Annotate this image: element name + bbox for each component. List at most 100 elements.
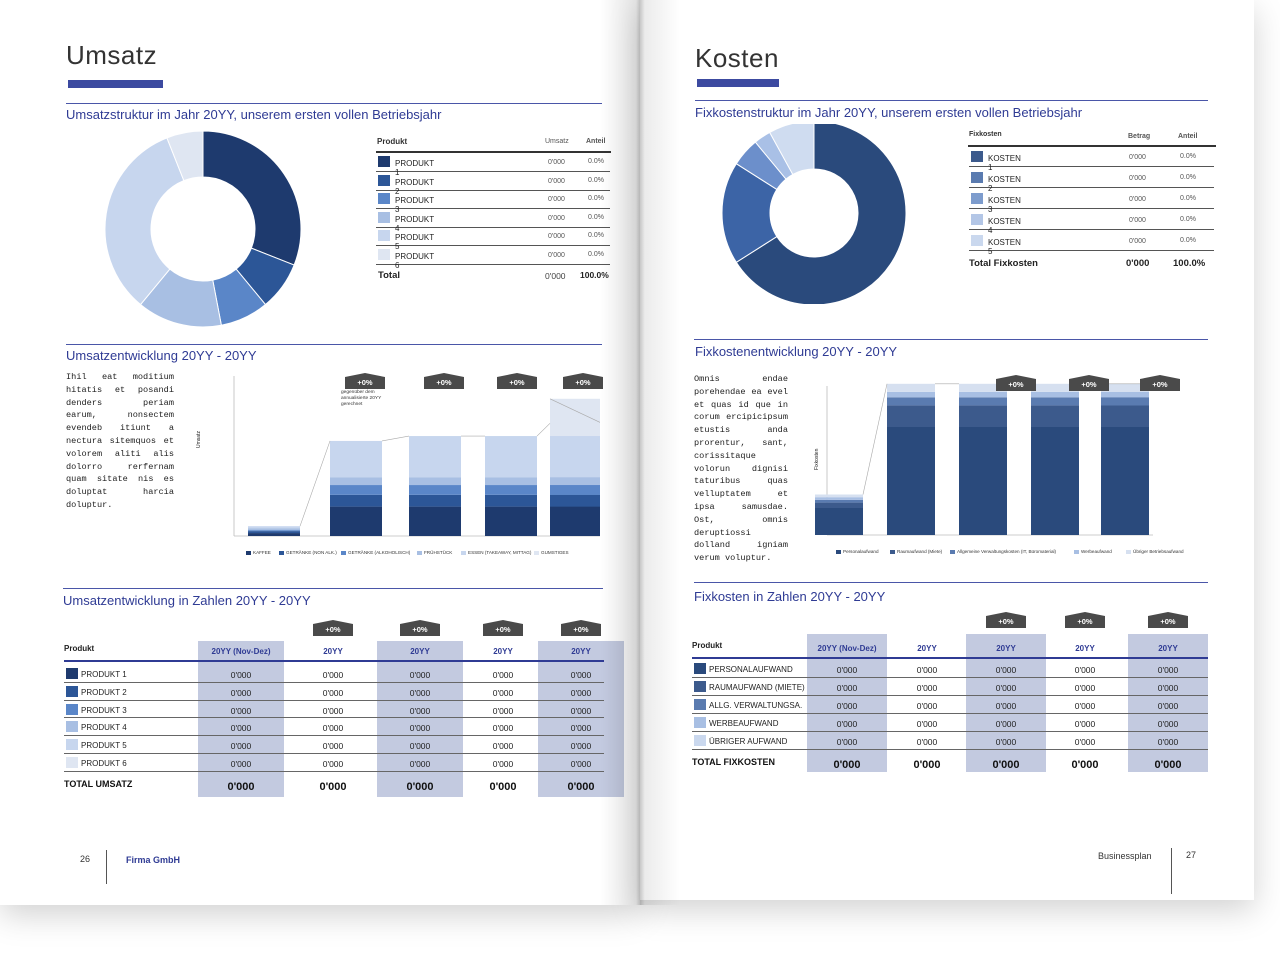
bar-segment	[409, 485, 461, 495]
donut-slice-6	[166, 130, 204, 182]
row-label: KOSTEN 3	[988, 196, 1021, 214]
row-share: 0.0%	[1180, 174, 1196, 181]
bar-segment	[550, 485, 600, 495]
row-label: PRODUKT 2	[81, 687, 127, 697]
cell-value: 0'000	[409, 759, 431, 769]
heading-bar	[697, 79, 779, 87]
cell-value: 0'000	[1074, 719, 1096, 729]
color-swatch	[971, 172, 983, 183]
page-heading: Umsatz	[66, 40, 158, 70]
total-value: 0'000	[406, 780, 434, 793]
bar-segment	[815, 502, 863, 508]
donut-slice-1	[202, 130, 302, 266]
color-swatch	[378, 156, 390, 167]
badge-label: +0%	[1152, 380, 1168, 389]
section-rule	[66, 344, 602, 345]
bar-segment	[485, 436, 537, 478]
page-number: 26	[80, 854, 91, 864]
color-swatch	[66, 668, 78, 679]
badge-shape	[1148, 612, 1188, 628]
bar-segment	[485, 485, 537, 495]
bar-segment	[248, 533, 300, 536]
cell-value: 0'000	[492, 741, 514, 752]
cell-value: 0'000	[916, 665, 938, 675]
legend-label: KAFFEE	[253, 550, 271, 555]
document-title: Businessplan	[1098, 851, 1152, 861]
donut-slice-1	[735, 124, 907, 304]
row-rule	[64, 735, 604, 737]
row-label: KOSTEN 4	[988, 217, 1021, 235]
chart-y-axis-label: Fixkosten	[814, 448, 820, 470]
cell-value: 0'000	[570, 741, 592, 752]
bar-segment	[1101, 397, 1149, 406]
column-header: 20YY (Nov-Dez)	[817, 644, 877, 653]
column-header: 20YY	[571, 647, 591, 656]
row-value: 0'000	[1129, 154, 1146, 161]
table-header-share: Anteil	[586, 138, 606, 145]
cell-value: 0'000	[836, 737, 858, 747]
column-header: 20YY (Nov-Dez)	[211, 647, 271, 656]
cell-value: 0'000	[492, 705, 514, 716]
revenue-donut-chart	[104, 130, 302, 328]
table-header-product: Produkt	[64, 644, 95, 653]
table-header-product: Produkt	[692, 641, 723, 650]
bar-segment	[550, 477, 600, 486]
bar-segment	[959, 383, 1007, 392]
cell-value: 0'000	[1074, 665, 1096, 675]
bar-segment	[485, 477, 537, 486]
column-growth-badge: +0%	[313, 620, 353, 636]
color-swatch	[378, 174, 390, 186]
legend-label: Raumaufwand (Miete)	[897, 549, 943, 554]
growth-badge: +0%	[497, 373, 537, 389]
row-value: 0'000	[1129, 217, 1146, 224]
row-value: 0'000	[548, 214, 565, 222]
row-rule	[692, 677, 1208, 678]
connector-line	[299, 440, 331, 527]
cell-value: 0'000	[1074, 701, 1096, 711]
table-header-rule	[64, 660, 604, 662]
badge-label: +0%	[575, 378, 591, 387]
growth-badge: +0%	[563, 373, 603, 389]
legend-label: Personalaufwand	[843, 549, 879, 554]
table-row	[969, 211, 1214, 230]
body-paragraph: Ihil eat moditium hitatis et posandi den…	[66, 372, 174, 510]
cell-value: 0'000	[230, 741, 252, 752]
bar-segment	[409, 494, 461, 507]
legend-label: GETRÄNKE (ALKOHOLISCH)	[348, 550, 411, 555]
table-row	[376, 190, 610, 209]
column-growth-badge: +0%	[986, 612, 1026, 628]
cell-value: 0'000	[570, 759, 592, 769]
badge-label: +0%	[998, 617, 1014, 626]
table-row	[376, 209, 610, 228]
badge-label: +0%	[509, 378, 525, 387]
cell-value: 0'000	[230, 687, 252, 698]
total-value: 0'000	[1154, 759, 1182, 771]
color-swatch	[694, 663, 706, 674]
row-label: PRODUKT 1	[395, 159, 434, 177]
bar-segment	[330, 506, 382, 536]
column-header: 20YY	[917, 644, 937, 653]
bar-segment	[887, 383, 935, 392]
legend-swatch	[950, 550, 955, 554]
cell-value: 0'000	[230, 705, 252, 716]
column-header: 20YY	[410, 647, 430, 656]
color-swatch	[971, 193, 983, 204]
bar-segment	[1101, 383, 1149, 392]
color-swatch	[971, 214, 983, 225]
cell-value: 0'000	[916, 683, 938, 693]
bar-segment	[1031, 405, 1079, 427]
legend-swatch	[534, 551, 539, 555]
row-label: PRODUKT 1	[81, 670, 127, 679]
color-swatch	[971, 151, 983, 162]
color-swatch	[66, 739, 78, 751]
column-highlight	[198, 641, 284, 797]
bar-segment	[959, 427, 1007, 535]
row-label: PRODUKT 6	[395, 251, 434, 270]
legend-swatch	[890, 550, 895, 554]
cell-value: 0'000	[916, 701, 938, 711]
row-value: 0'000	[548, 177, 565, 185]
bar-segment	[887, 391, 935, 398]
badge-shape	[497, 373, 537, 389]
total-label: TOTAL FIXKOSTEN	[692, 757, 776, 767]
row-rule	[692, 731, 1208, 732]
